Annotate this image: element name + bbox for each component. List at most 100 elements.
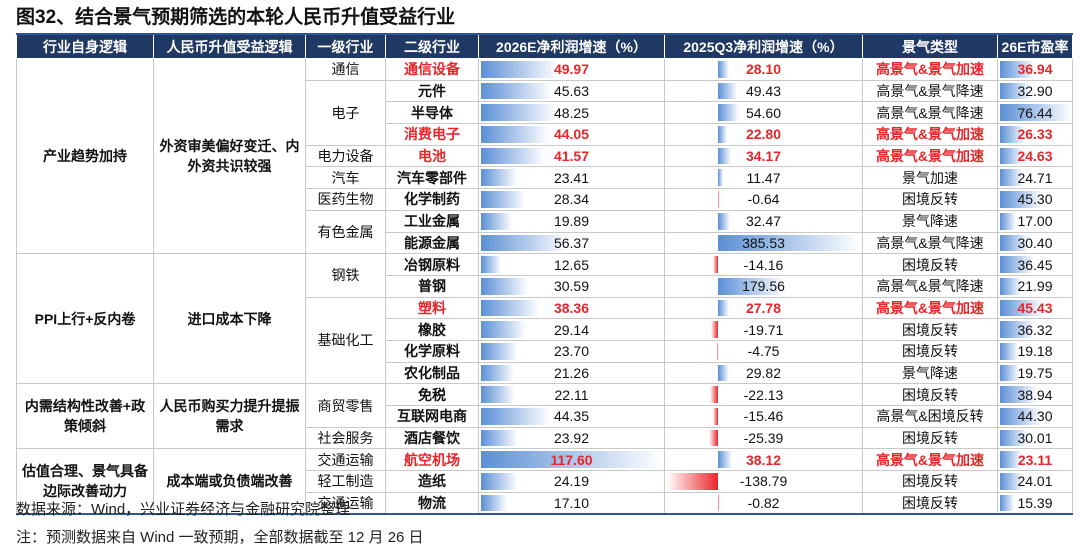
data-bar xyxy=(713,256,719,273)
cell-text: 22.11 xyxy=(554,386,589,403)
industry-cell: 电子 xyxy=(305,79,386,146)
cell-text: 30.01 xyxy=(1017,430,1053,447)
industry-cell: 基础化工 xyxy=(305,296,386,385)
np2026-cell: 21.26 xyxy=(478,361,665,385)
cell-text: 高景气&景气降速 xyxy=(876,104,984,121)
np2025q3-cell: -14.16 xyxy=(664,253,863,276)
cell-text: 26.33 xyxy=(1017,126,1053,143)
table-row: 内需结构性改善+政策倾斜 人民币购买力提升提振需求 商贸零售 免税 22.11 -22.1… xyxy=(16,383,1073,450)
data-bar xyxy=(1000,147,1024,165)
pe-cell: 19.18 xyxy=(997,339,1073,363)
data-bar xyxy=(1000,82,1031,100)
data-bar xyxy=(481,473,519,490)
cell-text: 困境反转 xyxy=(902,495,958,512)
cell-text: 45.43 xyxy=(1017,299,1053,316)
header-cell: 人民币升值受益逻辑 xyxy=(153,33,306,59)
pe-cell: 24.01 xyxy=(997,470,1073,493)
logic-cell: 估值合理、景气具备边际改善动力 xyxy=(16,448,154,515)
cell-text: 76.44 xyxy=(1017,104,1053,121)
benefit-cell: 成本端或负债端改善 xyxy=(153,448,306,515)
pe-cell: 36.94 xyxy=(997,58,1073,81)
np2025q3-cell: 22.80 xyxy=(664,123,863,146)
data-bar xyxy=(481,256,501,273)
cell-text: 22.80 xyxy=(745,126,782,143)
table-row: 农化制品 21.26 29.82 景气降速 19.75 xyxy=(17,361,1073,385)
cell-text: 45.63 xyxy=(553,83,590,100)
cell-text: 23.11 xyxy=(1017,451,1053,468)
data-bar xyxy=(1000,299,1043,317)
data-bar xyxy=(1000,473,1023,490)
cell-text: 高景气&景气加速 xyxy=(875,451,985,468)
table-row: 能源金属 56.37 385.53 高景气&景气降速 30.40 xyxy=(17,231,1073,255)
industry-cell: 电力设备 xyxy=(305,144,386,168)
header-row: 行业自身逻辑 人民币升值受益逻辑 一级行业 二级行业 2026E净利润增速（%） 2025… xyxy=(16,33,1073,59)
source-note: 数据来源：Wind，兴业证券经济与金融研究院整理 xyxy=(16,501,351,518)
table-row: 半导体 48.25 54.60 高景气&景气降速 76.44 xyxy=(17,101,1073,125)
cell-text: -25.39 xyxy=(743,430,784,447)
data-bar xyxy=(481,494,508,512)
type-cell: 景气降速 xyxy=(862,209,998,233)
np2025q3-cell: 179.56 xyxy=(664,274,863,298)
cell-text: 32.90 xyxy=(1017,83,1053,100)
np2026-cell: 30.59 xyxy=(478,274,665,298)
cell-text: 21.99 xyxy=(1017,278,1053,295)
cell-text: 49.97 xyxy=(553,61,590,78)
np2025q3-cell: 27.78 xyxy=(664,296,863,320)
np2026-cell: 23.41 xyxy=(478,166,665,190)
cell-text: 景气加速 xyxy=(902,169,958,186)
header-cell: 一级行业 xyxy=(305,33,386,59)
sub-industry-cell: 化学原料 xyxy=(385,339,479,363)
sub-industry-cell: 航空机场 xyxy=(385,448,479,472)
industry-cell: 有色金属 xyxy=(305,209,386,255)
data-bar xyxy=(710,386,719,403)
cell-text: 17.00 xyxy=(1017,213,1053,230)
sub-industry-cell: 汽车零部件 xyxy=(385,166,479,190)
data-bar xyxy=(1000,451,1022,469)
np2026-cell: 45.63 xyxy=(478,79,665,103)
sub-industry-cell: 塑料 xyxy=(385,296,479,320)
cell-text: 19.89 xyxy=(553,213,590,230)
np2025q3-cell: 11.47 xyxy=(664,166,863,190)
cell-text: 28.34 xyxy=(553,191,590,208)
sub-industry-cell: 元件 xyxy=(385,79,479,103)
data-bar xyxy=(481,451,663,469)
data-bar xyxy=(481,408,550,425)
np2025q3-cell: 49.43 xyxy=(664,79,863,103)
np2026-cell: 38.36 xyxy=(478,296,665,320)
pe-cell: 17.00 xyxy=(997,209,1073,233)
np2025q3-cell: 34.17 xyxy=(664,144,863,168)
logic-cell: 内需结构性改善+政策倾斜 xyxy=(16,383,154,450)
sub-industry-cell: 普钢 xyxy=(385,274,479,298)
data-bar xyxy=(718,299,729,317)
industry-cell: 社会服务 xyxy=(305,426,386,450)
data-bar xyxy=(481,147,546,165)
data-bar xyxy=(481,104,556,122)
pe-cell: 30.01 xyxy=(997,426,1073,450)
pe-cell: 45.43 xyxy=(997,296,1073,320)
cell-text: 困境反转 xyxy=(902,430,958,447)
data-bar xyxy=(718,451,733,469)
data-bar xyxy=(1000,364,1019,382)
data-bar xyxy=(718,104,739,122)
cell-text: 高景气&景气加速 xyxy=(875,299,985,316)
type-cell: 困境反转 xyxy=(862,470,998,493)
table-row: 轻工制造 造纸 24.19 -138.79 困境反转 24.01 xyxy=(17,470,1073,493)
data-bar xyxy=(1000,342,1019,360)
np2026-cell: 23.92 xyxy=(478,426,665,450)
type-cell: 高景气&景气降速 xyxy=(862,79,998,103)
sub-industry-cell: 化学制药 xyxy=(385,188,479,211)
industry-cell: 轻工制造 xyxy=(305,470,386,493)
data-bar xyxy=(481,277,529,295)
sub-industry-cell: 农化制品 xyxy=(385,361,479,385)
np2026-cell: 12.65 xyxy=(478,253,665,276)
sub-industry-cell: 电池 xyxy=(385,144,479,168)
np2025q3-cell: 54.60 xyxy=(664,101,863,125)
cell-text: 44.35 xyxy=(553,408,590,425)
cell-text: -22.13 xyxy=(743,386,784,403)
industry-cell: 交通运输 xyxy=(305,491,386,515)
cell-text: 45.30 xyxy=(1017,191,1053,208)
cell-text: 28.10 xyxy=(745,61,782,78)
cell-text: -15.46 xyxy=(743,408,784,425)
cell-text: 48.25 xyxy=(553,104,590,121)
data-bar xyxy=(481,169,518,187)
